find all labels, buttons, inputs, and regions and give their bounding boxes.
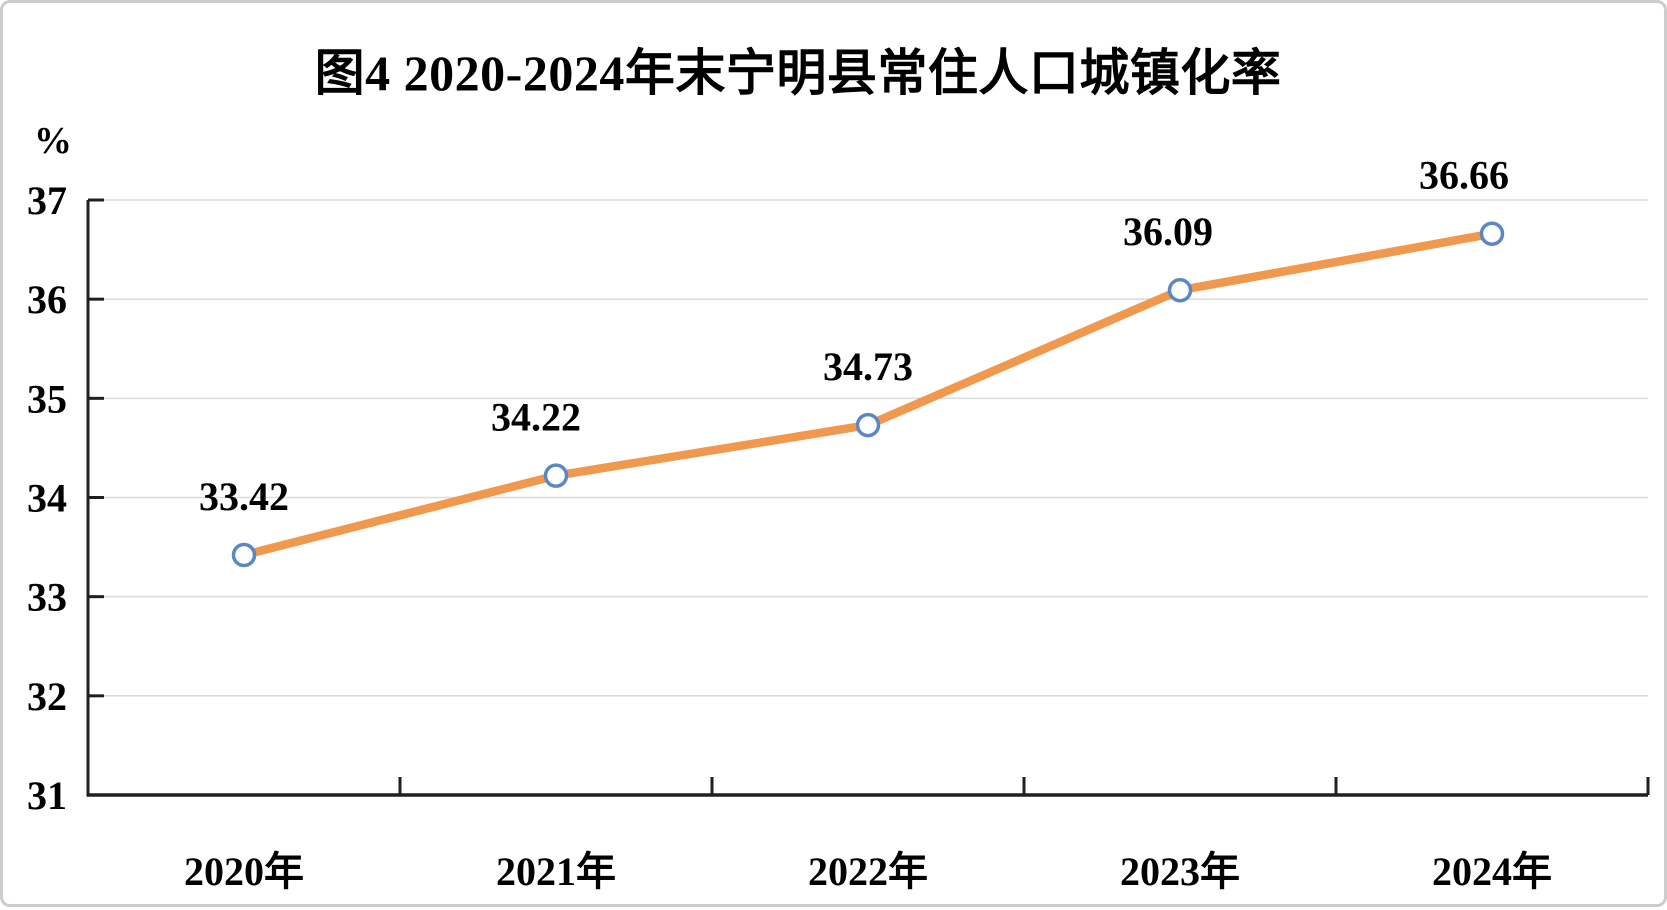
data-label: 33.42 (199, 474, 289, 519)
data-label: 36.09 (1123, 209, 1213, 254)
x-tick-label: 2022年 (808, 849, 928, 894)
chart-title: 图4 2020-2024年末宁明县常住人口城镇化率 (314, 45, 1282, 101)
y-tick-label: 37 (27, 178, 67, 223)
data-label: 34.73 (823, 344, 913, 389)
data-point-marker (1167, 277, 1193, 303)
x-tick-label: 2021年 (496, 849, 616, 894)
y-tick-label: 36 (27, 277, 67, 322)
data-point-marker (543, 463, 569, 488)
data-label: 36.66 (1419, 153, 1509, 198)
y-tick-label: 35 (27, 376, 67, 421)
series-line (239, 229, 1497, 560)
y-tick-label: 33 (27, 575, 67, 620)
y-axis-unit-label: % (34, 120, 72, 162)
x-tick-label: 2024年 (1432, 849, 1552, 894)
y-tick-label: 34 (27, 476, 67, 521)
line-chart: 31 32 33 34 35 36 37 2020年 2021年 2022年 2023年 2024年 3… (27, 153, 1650, 894)
data-point-marker (1479, 221, 1505, 246)
data-label: 34.22 (491, 395, 581, 440)
data-point-marker (231, 542, 257, 568)
x-tick-label: 2020年 (184, 849, 304, 894)
data-point-marker (855, 412, 881, 438)
x-tick-label: 2023年 (1120, 849, 1240, 894)
y-tick-label: 31 (27, 773, 67, 818)
y-tick-label: 32 (27, 674, 67, 719)
